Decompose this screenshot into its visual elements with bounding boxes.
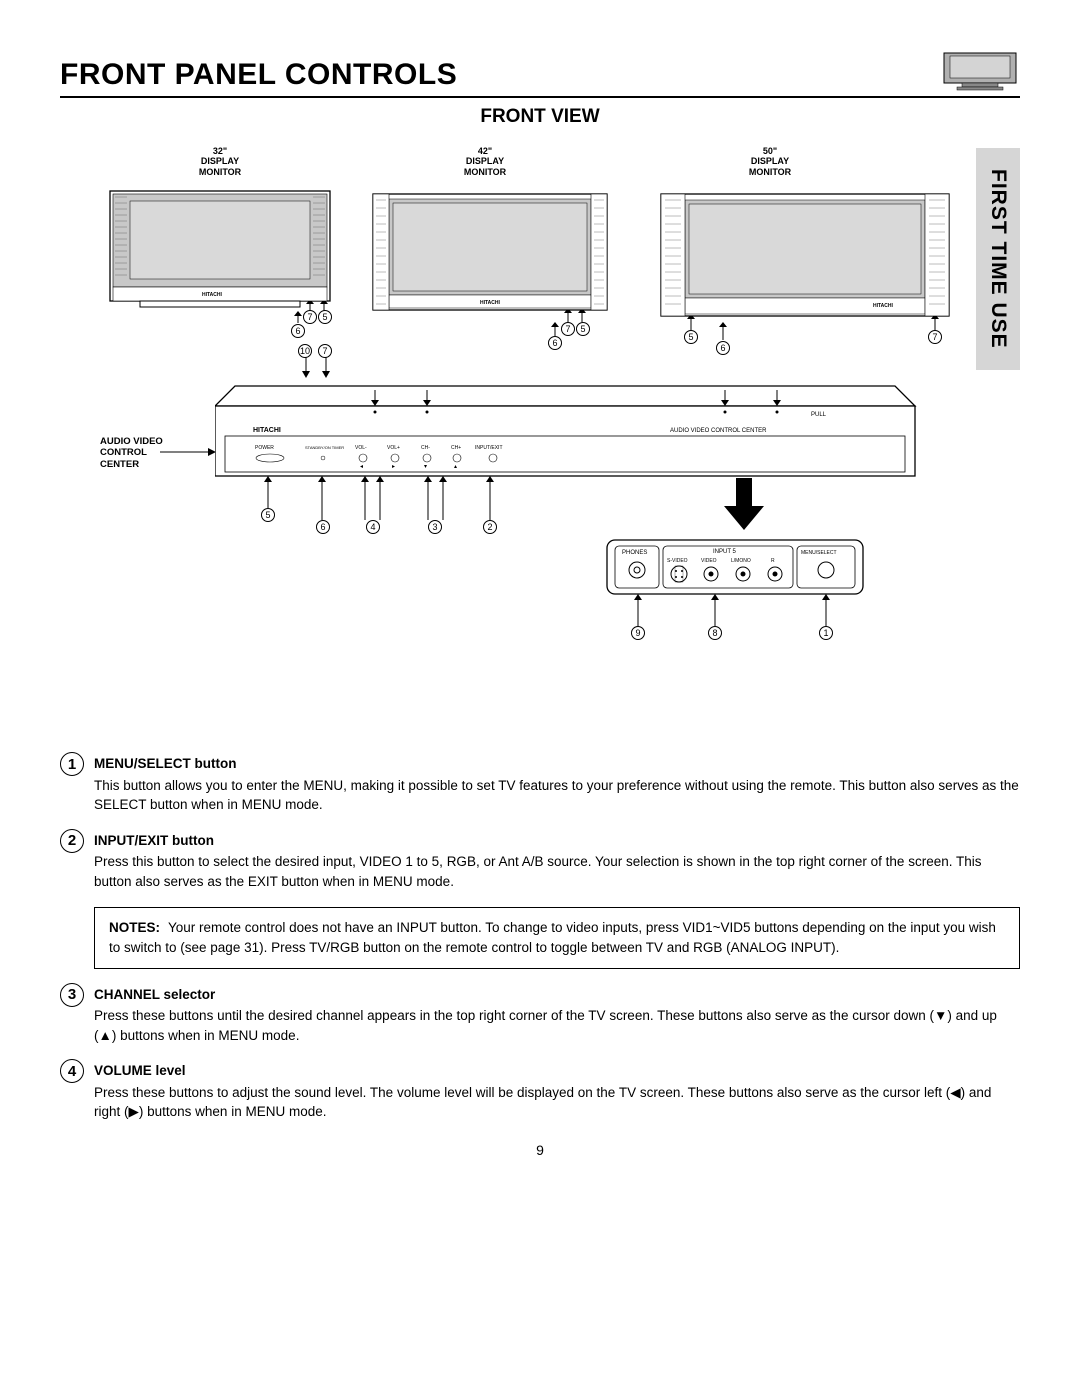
callout-7c: 7 xyxy=(928,330,942,344)
callout-5c: 5 xyxy=(684,330,698,344)
desc-num-3: 3 xyxy=(60,983,84,1007)
svg-text:CH-: CH- xyxy=(421,445,430,451)
svg-text:AUDIO VIDEO CONTROL CENTER: AUDIO VIDEO CONTROL CENTER xyxy=(670,428,767,434)
svg-text:◂: ◂ xyxy=(360,464,363,470)
page-number: 9 xyxy=(60,1142,1020,1158)
callout-6d: 6 xyxy=(316,520,330,534)
svg-text:▸: ▸ xyxy=(392,464,395,470)
callout-5b: 5 xyxy=(576,322,590,336)
monitor-label-50: 50"DISPLAYMONITOR xyxy=(740,146,800,177)
notes-text: Your remote control does not have an INP… xyxy=(109,920,996,955)
desc-num-4: 4 xyxy=(60,1059,84,1083)
desc-item-2: 2 INPUT/EXIT button Press this button to… xyxy=(60,831,1020,892)
tv-thumbnail-icon xyxy=(940,48,1020,92)
svg-text:HITACHI: HITACHI xyxy=(202,292,223,298)
desc-title-1: MENU/SELECT button xyxy=(94,754,1020,774)
callout-6: 6 xyxy=(291,324,305,338)
callout-9: 9 xyxy=(631,626,645,640)
svg-text:L/MONO: L/MONO xyxy=(731,558,751,564)
svg-text:INPUT 5: INPUT 5 xyxy=(713,549,737,555)
callout-5: 5 xyxy=(318,310,332,324)
page-title: FRONT PANEL CONTROLS xyxy=(60,58,457,92)
svg-text:PHONES: PHONES xyxy=(622,550,647,556)
desc-num-2: 2 xyxy=(60,829,84,853)
callout-10: 10 xyxy=(298,344,312,358)
desc-num-1: 1 xyxy=(60,752,84,776)
desc-text-2: Press this button to select the desired … xyxy=(94,852,1020,891)
big-arrow-down-icon xyxy=(724,478,764,532)
notes-label: NOTES: xyxy=(109,920,160,935)
svg-text:INPUT/EXIT: INPUT/EXIT xyxy=(475,445,503,451)
svg-text:▴: ▴ xyxy=(454,464,457,470)
avc-label: AUDIO VIDEOCONTROLCENTER xyxy=(100,436,163,470)
svg-text:VIDEO: VIDEO xyxy=(701,558,717,564)
monitor-label-42: 42"DISPLAYMONITOR xyxy=(455,146,515,177)
callout-6b: 6 xyxy=(548,336,562,350)
desc-item-1: 1 MENU/SELECT button This button allows … xyxy=(60,754,1020,815)
callout-1: 1 xyxy=(819,626,833,640)
callout-3: 3 xyxy=(428,520,442,534)
side-tab-first-time-use: FIRST TIME USE xyxy=(976,148,1020,370)
callout-7b: 7 xyxy=(561,322,575,336)
callout-7: 7 xyxy=(303,310,317,324)
desc-text-1: This button allows you to enter the MENU… xyxy=(94,776,1020,815)
svg-text:PULL: PULL xyxy=(811,412,827,418)
svg-text:POWER: POWER xyxy=(255,445,274,451)
callout-7d: 7 xyxy=(318,344,332,358)
front-panel-diagram: 32"DISPLAYMONITOR 42"DISPLAYMONITOR 50"D… xyxy=(100,146,980,706)
svg-text:HITACHI: HITACHI xyxy=(873,303,894,309)
callout-6c: 6 xyxy=(716,341,730,355)
svg-text:VOL-: VOL- xyxy=(355,445,367,451)
desc-item-4: 4 VOLUME level Press these buttons to ad… xyxy=(60,1061,1020,1122)
svg-text:HITACHI: HITACHI xyxy=(480,300,501,306)
svg-text:▾: ▾ xyxy=(424,464,427,470)
desc-title-4: VOLUME level xyxy=(94,1061,1020,1081)
callout-5d: 5 xyxy=(261,508,275,522)
desc-title-3: CHANNEL selector xyxy=(94,985,1020,1005)
svg-text:HITACHI: HITACHI xyxy=(253,427,281,434)
svg-text:CH+: CH+ xyxy=(451,445,461,451)
section-subtitle: FRONT VIEW xyxy=(60,106,1020,128)
desc-text-3: Press these buttons until the desired ch… xyxy=(94,1006,1020,1045)
desc-text-4: Press these buttons to adjust the sound … xyxy=(94,1083,1020,1122)
notes-box: NOTES:Your remote control does not have … xyxy=(94,907,1020,968)
callout-2: 2 xyxy=(483,520,497,534)
desc-item-3: 3 CHANNEL selector Press these buttons u… xyxy=(60,985,1020,1046)
svg-text:STANDBY/ON TIMER: STANDBY/ON TIMER xyxy=(305,445,344,450)
callout-8: 8 xyxy=(708,626,722,640)
svg-text:MENU/SELECT: MENU/SELECT xyxy=(801,550,837,556)
svg-text:R: R xyxy=(771,558,775,564)
callout-4: 4 xyxy=(366,520,380,534)
monitor-label-32: 32"DISPLAYMONITOR xyxy=(190,146,250,177)
desc-title-2: INPUT/EXIT button xyxy=(94,831,1020,851)
svg-text:S-VIDEO: S-VIDEO xyxy=(667,558,688,564)
svg-text:VOL+: VOL+ xyxy=(387,445,400,451)
